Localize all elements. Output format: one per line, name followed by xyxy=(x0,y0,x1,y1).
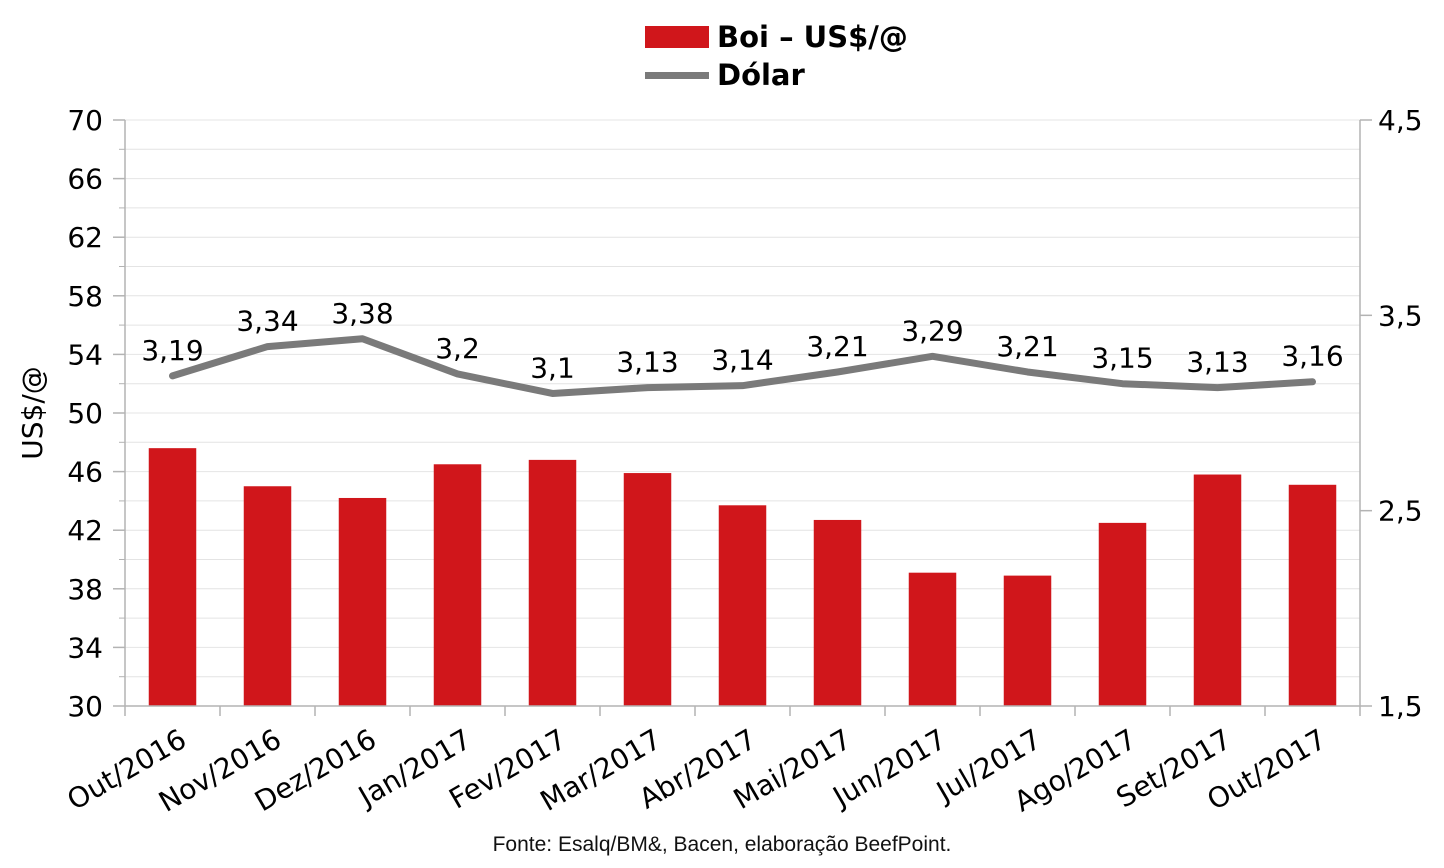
bar xyxy=(1098,522,1147,706)
y-right-tick-label: 4,5 xyxy=(1378,104,1423,137)
legend: Boi – US$/@ Dólar xyxy=(645,18,908,94)
legend-label-dolar: Dólar xyxy=(717,58,805,92)
data-label: 3,2 xyxy=(435,332,480,365)
data-label: 3,13 xyxy=(616,346,678,379)
y-tick-label: 58 xyxy=(67,280,103,313)
y-tick-label: 30 xyxy=(67,690,103,723)
legend-swatch-bar xyxy=(645,26,709,48)
data-label: 3,29 xyxy=(901,314,963,347)
bar-series xyxy=(148,448,1337,706)
y-tick-label: 38 xyxy=(67,573,103,606)
legend-label-boi: Boi – US$/@ xyxy=(717,20,908,54)
bar xyxy=(718,505,767,706)
data-label: 3,14 xyxy=(711,344,773,377)
bar xyxy=(528,459,577,706)
data-label: 3,16 xyxy=(1281,340,1343,373)
bar xyxy=(1003,575,1052,706)
data-label: 3,1 xyxy=(530,351,575,384)
data-label: 3,34 xyxy=(236,305,298,338)
bar xyxy=(243,486,292,706)
axes: 30343842465054586266701,52,53,54,5Out/20… xyxy=(61,104,1422,819)
bar xyxy=(908,572,957,706)
y-right-tick-label: 3,5 xyxy=(1378,299,1423,332)
data-label: 3,21 xyxy=(996,330,1058,363)
y-axis-label: US$/@ xyxy=(16,366,49,460)
legend-item-boi: Boi – US$/@ xyxy=(645,18,908,56)
bar xyxy=(1288,484,1337,706)
data-label: 3,38 xyxy=(331,297,393,330)
y-right-tick-label: 2,5 xyxy=(1378,495,1423,528)
y-tick-label: 62 xyxy=(67,221,103,254)
y-tick-label: 66 xyxy=(67,163,103,196)
legend-swatch-line xyxy=(645,71,709,79)
source-note: Fonte: Esalq/BM&, Bacen, elaboração Beef… xyxy=(492,833,952,856)
data-labels: 3,19 3,34 3,38 3,2 3,1 3,13 3,14 3,21 3,29 3,21 3,… xyxy=(141,297,1343,385)
legend-item-dolar: Dólar xyxy=(645,56,908,94)
bar xyxy=(1193,474,1242,706)
y-tick-label: 42 xyxy=(67,514,103,547)
bar xyxy=(433,464,482,706)
dolar-line xyxy=(169,335,1316,397)
bar xyxy=(623,473,672,706)
y-tick-label: 54 xyxy=(67,338,103,371)
bar xyxy=(148,448,197,706)
y-tick-label: 46 xyxy=(67,456,103,489)
data-label: 3,21 xyxy=(806,330,868,363)
data-label: 3,13 xyxy=(1186,346,1248,379)
y-tick-label: 34 xyxy=(67,631,103,664)
bar xyxy=(813,519,862,706)
line-series xyxy=(169,335,1316,397)
gridlines xyxy=(125,119,1360,707)
y-right-tick-label: 1,5 xyxy=(1378,690,1423,723)
bar xyxy=(338,497,387,706)
y-tick-label: 50 xyxy=(67,397,103,430)
data-label: 3,19 xyxy=(141,334,203,367)
data-label: 3,15 xyxy=(1091,342,1153,375)
y-tick-label: 70 xyxy=(67,104,103,137)
